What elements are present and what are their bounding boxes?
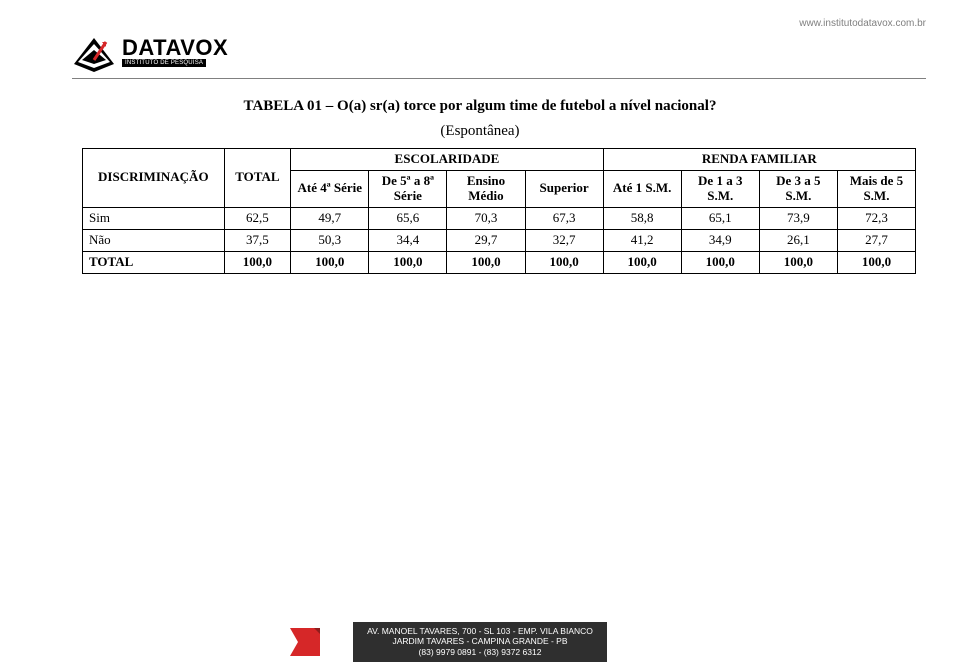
cell: 32,7	[525, 229, 603, 251]
cell: 100,0	[369, 251, 447, 273]
cell: 100,0	[837, 251, 915, 273]
logo: DATAVOX INSTITUTO DE PESQUISA	[72, 30, 228, 74]
cell: 34,9	[681, 229, 759, 251]
cell: 49,7	[291, 207, 369, 229]
cell: 34,4	[369, 229, 447, 251]
logo-subtitle: INSTITUTO DE PESQUISA	[122, 59, 206, 67]
cell: 27,7	[837, 229, 915, 251]
table-row: Não37,550,334,429,732,741,234,926,127,7	[83, 229, 916, 251]
table-row: Sim62,549,765,670,367,358,865,173,972,3	[83, 207, 916, 229]
cell: 100,0	[525, 251, 603, 273]
cell: 37,5	[224, 229, 291, 251]
row-label: Não	[83, 229, 225, 251]
cell: 62,5	[224, 207, 291, 229]
cell: 70,3	[447, 207, 525, 229]
cell: 100,0	[681, 251, 759, 273]
footer-line3: (83) 9979 0891 - (83) 9372 6312	[367, 647, 593, 658]
row-label: Sim	[83, 207, 225, 229]
colgroup-escolaridade: ESCOLARIDADE	[291, 149, 603, 171]
ribbon-icon	[290, 628, 320, 656]
cell: 65,6	[369, 207, 447, 229]
logo-name: DATAVOX	[122, 37, 228, 59]
cell: 100,0	[447, 251, 525, 273]
col-3a5sm: De 3 a 5 S.M.	[759, 170, 837, 207]
col-total: TOTAL	[224, 149, 291, 208]
row-label: TOTAL	[83, 251, 225, 273]
cell: 50,3	[291, 229, 369, 251]
cell: 65,1	[681, 207, 759, 229]
footer-address: AV. MANOEL TAVARES, 700 - SL 103 - EMP. …	[353, 622, 607, 663]
logo-mark-icon	[72, 30, 116, 74]
cell: 100,0	[603, 251, 681, 273]
data-table: DISCRIMINAÇÃO TOTAL ESCOLARIDADE RENDA F…	[82, 148, 916, 274]
table-row: TOTAL100,0100,0100,0100,0100,0100,0100,0…	[83, 251, 916, 273]
cell: 41,2	[603, 229, 681, 251]
cell: 100,0	[759, 251, 837, 273]
cell: 26,1	[759, 229, 837, 251]
col-ate1sm: Até 1 S.M.	[603, 170, 681, 207]
cell: 100,0	[224, 251, 291, 273]
col-medio: Ensino Médio	[447, 170, 525, 207]
site-url: www.institutodatavox.com.br	[799, 18, 926, 29]
page-footer: AV. MANOEL TAVARES, 700 - SL 103 - EMP. …	[0, 618, 960, 666]
cell: 73,9	[759, 207, 837, 229]
cell: 72,3	[837, 207, 915, 229]
col-mais5sm: Mais de 5 S.M.	[837, 170, 915, 207]
cell: 100,0	[291, 251, 369, 273]
header-rule	[72, 78, 926, 79]
col-ate4: Até 4ª Série	[291, 170, 369, 207]
colgroup-renda: RENDA FAMILIAR	[603, 149, 915, 171]
cell: 29,7	[447, 229, 525, 251]
table-title: TABELA 01 – O(a) sr(a) torce por algum t…	[0, 98, 960, 115]
cell: 67,3	[525, 207, 603, 229]
footer-line1: AV. MANOEL TAVARES, 700 - SL 103 - EMP. …	[367, 626, 593, 637]
col-5a8: De 5ª a 8ª Série	[369, 170, 447, 207]
cell: 58,8	[603, 207, 681, 229]
footer-line2: JARDIM TAVARES - CAMPINA GRANDE - PB	[367, 636, 593, 647]
col-1a3sm: De 1 a 3 S.M.	[681, 170, 759, 207]
col-superior: Superior	[525, 170, 603, 207]
col-discriminacao: DISCRIMINAÇÃO	[83, 149, 225, 208]
table-subtitle: (Espontânea)	[0, 123, 960, 140]
